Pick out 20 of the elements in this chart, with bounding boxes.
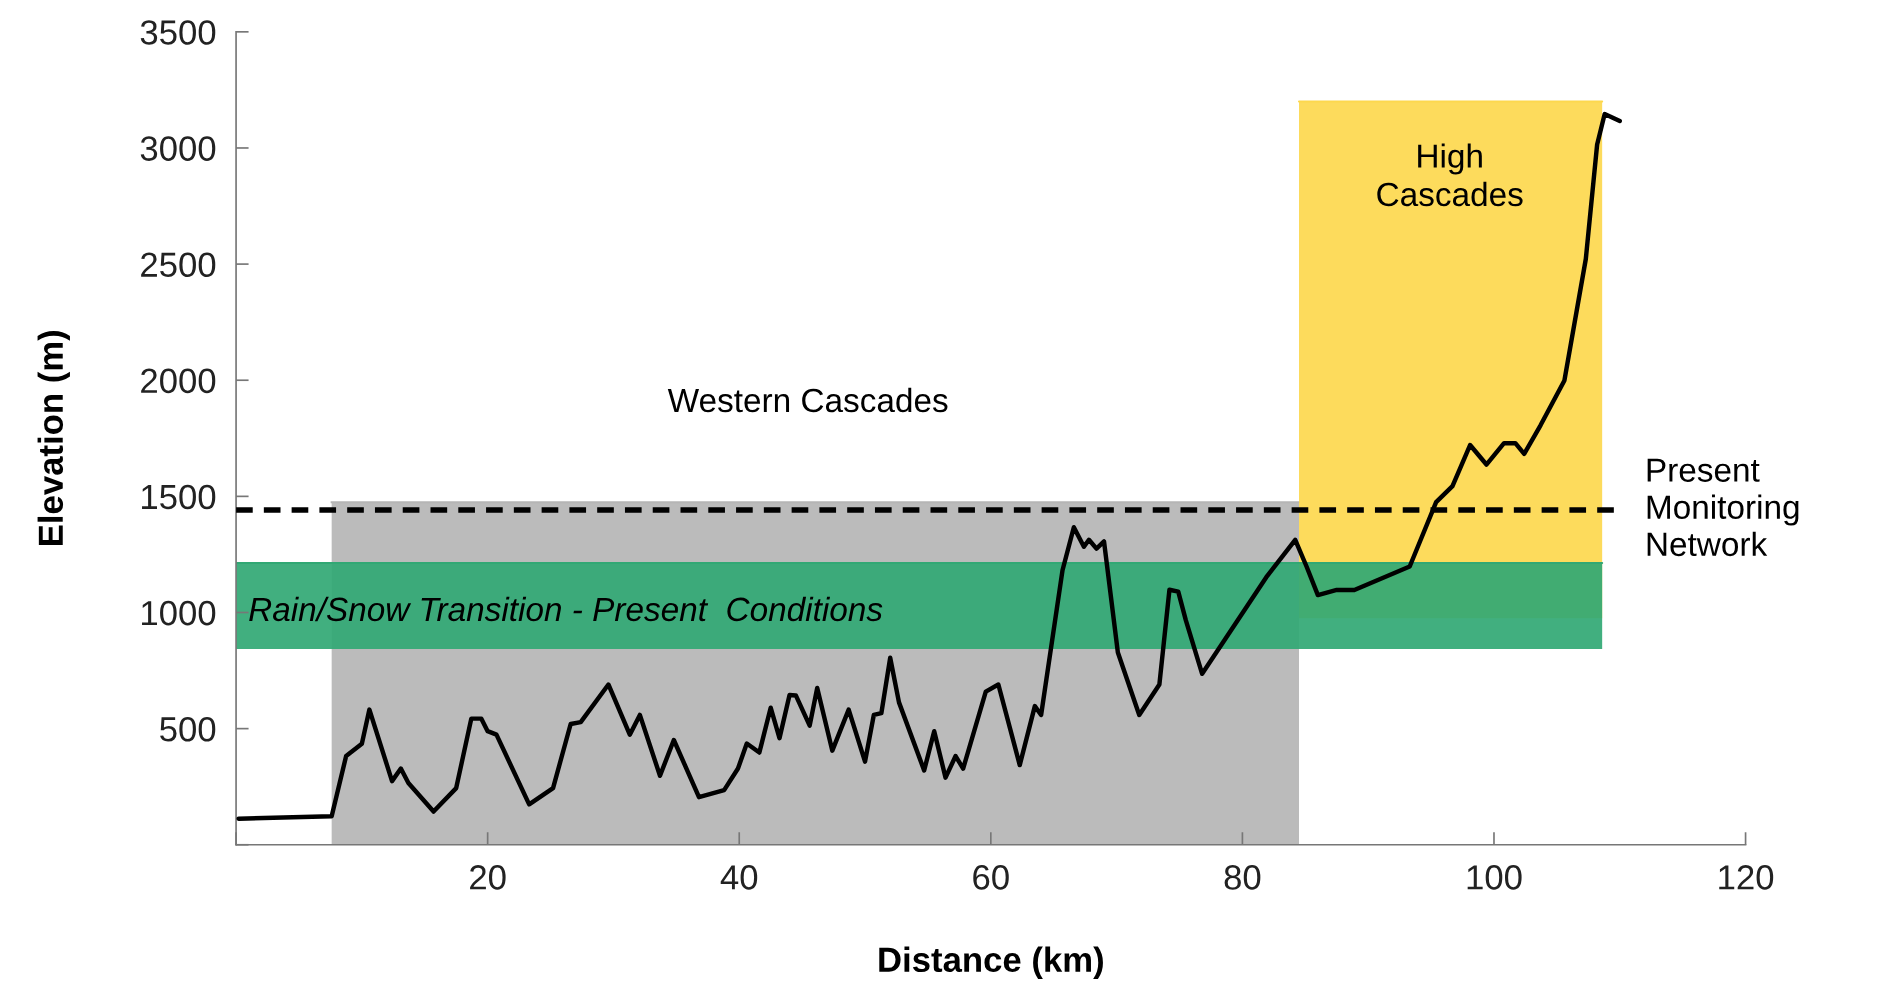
y-tick-label: 3000 bbox=[140, 136, 216, 161]
y-tick-label: 500 bbox=[160, 716, 216, 742]
annotation: Western Cascades bbox=[667, 387, 948, 413]
x-tick-label: 20 bbox=[470, 865, 506, 890]
y-tick-label: 2000 bbox=[141, 368, 216, 394]
x-tick-label: 40 bbox=[720, 865, 758, 890]
y-tick-label: 1500 bbox=[142, 484, 216, 510]
x-axis-title: Distance (km) bbox=[879, 946, 1103, 979]
y-tick-label: 2500 bbox=[141, 252, 216, 278]
ref-line-label: Present Monitoring Network bbox=[1647, 458, 1799, 557]
y-tick-label: 1000 bbox=[142, 600, 216, 626]
x-tick-label: 60 bbox=[973, 865, 1009, 890]
line-series bbox=[236, 111, 1622, 821]
y-axis-title: Elevation (m) bbox=[37, 331, 70, 545]
annotation: Rain/Snow Transition - Present Conditions bbox=[249, 596, 883, 622]
x-tick-label: 100 bbox=[1467, 865, 1522, 890]
y-tick-label: 3500 bbox=[140, 20, 216, 45]
x-tick-label: 80 bbox=[1224, 865, 1261, 890]
x-tick-label: 120 bbox=[1719, 865, 1774, 890]
annotation: High Cascades bbox=[1377, 143, 1523, 207]
